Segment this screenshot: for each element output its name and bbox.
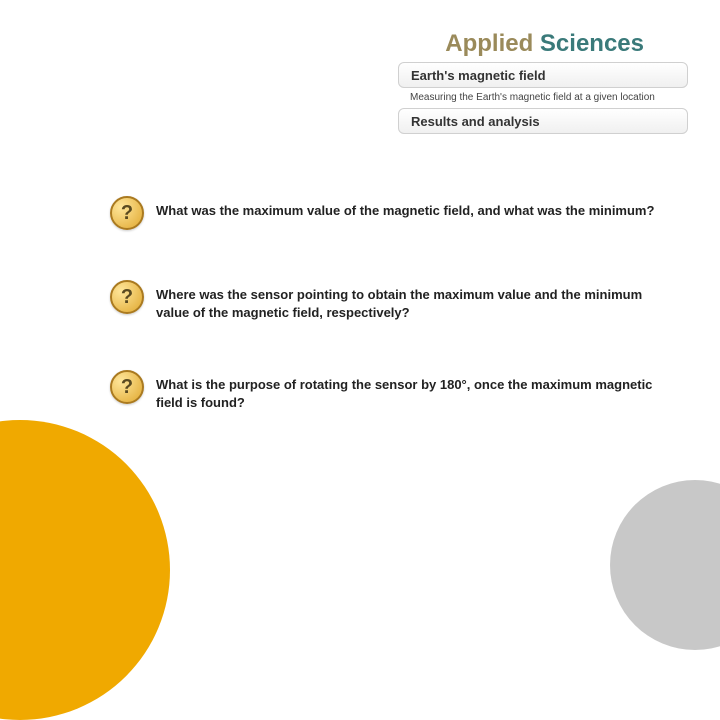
question-row-3: ? What is the purpose of rotating the se…: [110, 372, 670, 417]
question-icon: ?: [110, 196, 144, 230]
brand-word2: Sciences: [540, 30, 644, 57]
question-text-1: What was the maximum value of the magnet…: [152, 198, 670, 226]
brand-word1: Applied: [445, 30, 533, 57]
header-topic-pill: Earth's magnetic field: [398, 62, 688, 88]
brand-title: Applied Sciences: [445, 30, 644, 58]
decor-circle-orange: [0, 420, 170, 720]
question-icon: ?: [110, 280, 144, 314]
header-topic-text: Earth's magnetic field: [411, 68, 546, 83]
question-text-2: Where was the sensor pointing to obtain …: [152, 282, 670, 327]
question-row-1: ? What was the maximum value of the magn…: [110, 198, 670, 230]
header-section-text: Results and analysis: [411, 114, 540, 129]
header-subtitle: Measuring the Earth's magnetic field at …: [410, 92, 655, 103]
question-icon: ?: [110, 370, 144, 404]
question-text-3: What is the purpose of rotating the sens…: [152, 372, 670, 417]
question-row-2: ? Where was the sensor pointing to obtai…: [110, 282, 670, 327]
header-section-pill: Results and analysis: [398, 108, 688, 134]
decor-circle-gray: [610, 480, 720, 650]
